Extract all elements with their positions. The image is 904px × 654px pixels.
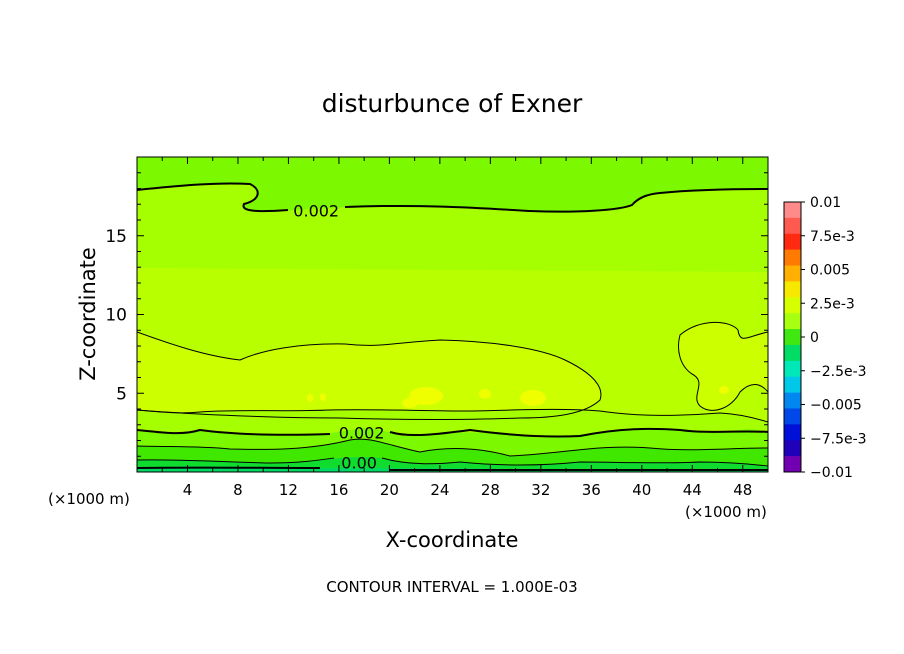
x-tick-label: 28 — [481, 481, 500, 499]
colorbar-swatch — [784, 440, 801, 457]
x-tick-label: 12 — [279, 481, 298, 499]
x-tick-label: 48 — [733, 481, 752, 499]
x-unit-left: (×1000 m) — [48, 490, 130, 508]
contour-label: 0.002 — [293, 202, 339, 221]
x-tick-label: 36 — [582, 481, 601, 499]
x-tick-label: 16 — [329, 481, 348, 499]
colorbar-swatch — [784, 281, 801, 298]
contour-label: 0.00 — [341, 454, 377, 473]
contour-0.002-lower — [137, 427, 768, 438]
colorbar-swatch — [784, 329, 801, 346]
x-axis: 4 8 12 16 20 24 28 32 36 40 44 48 — [161, 157, 752, 499]
y-axis-label: Z-coordinate — [76, 247, 100, 381]
colorbar-label: −7.5e-3 — [810, 431, 867, 447]
x-unit-right: (×1000 m) — [685, 503, 767, 521]
chart-title: disturbunce of Exner — [322, 89, 583, 118]
colorbar-swatch — [784, 408, 801, 425]
colorbar-label: 0.005 — [810, 263, 850, 279]
colorbar-label: 0.01 — [810, 195, 841, 211]
contour-labels: 0.002 0.002 0.00 — [293, 202, 384, 473]
colorbar-label: −0.01 — [810, 465, 853, 481]
y-tick-label: 15 — [105, 227, 127, 247]
x-tick-label: 24 — [430, 481, 449, 499]
x-tick-label: 32 — [531, 481, 550, 499]
x-tick-label: 44 — [683, 481, 702, 499]
colorbar-swatch — [784, 265, 801, 282]
colorbar-swatch — [784, 360, 801, 378]
contour-label: 0.002 — [339, 424, 385, 443]
band-0.003-east — [678, 322, 768, 411]
colorbar-label: −2.5e-3 — [810, 364, 867, 380]
contour-0.003 — [137, 331, 602, 420]
contour-0.0015 — [137, 438, 768, 457]
colorbar-label: 2.5e-3 — [810, 296, 855, 312]
colorbar: 0.01 7.5e-3 0.005 2.5e-3 0 −2.5e-3 −0.005 −7.5e… — [783, 195, 867, 481]
contour-0.00 — [137, 466, 768, 471]
x-tick-label: 4 — [183, 481, 193, 499]
colorbar-swatch — [784, 297, 801, 314]
colorbar-swatch — [784, 456, 801, 473]
y-axis: 5 10 15 — [105, 172, 768, 457]
x-tick-label: 8 — [233, 481, 243, 499]
colorbar-swatch — [784, 376, 801, 393]
band-below-0.002 — [137, 183, 768, 272]
contour-0.003-east — [678, 321, 768, 411]
x-axis-label: X-coordinate — [386, 528, 519, 552]
colorbar-swatch — [784, 233, 801, 250]
max-cells — [307, 386, 729, 408]
contour-0.001 — [137, 457, 768, 467]
colorbar-label: 0 — [810, 330, 819, 346]
colorbar-swatch — [784, 249, 801, 266]
y-tick-label: 10 — [105, 306, 127, 326]
colorbar-label: 7.5e-3 — [810, 229, 855, 245]
contour-0.0025 — [137, 408, 768, 423]
y-tick-label: 5 — [116, 384, 127, 404]
x-tick-label: 40 — [632, 481, 651, 499]
x-tick-label: 20 — [380, 481, 399, 499]
contour-lines — [137, 182, 768, 471]
colorbar-swatch — [784, 313, 801, 330]
colorbar-swatch — [784, 424, 801, 441]
colorbar-swatch — [784, 217, 801, 235]
colorbar-swatch — [784, 392, 801, 409]
contour-0.002-upper — [137, 182, 768, 213]
colorbar-swatch — [784, 202, 801, 219]
colorbar-swatch — [784, 344, 801, 362]
footer-contour-interval: CONTOUR INTERVAL = 1.000E-03 — [326, 578, 577, 596]
contour-field — [137, 157, 768, 472]
colorbar-label: −0.005 — [810, 398, 862, 414]
